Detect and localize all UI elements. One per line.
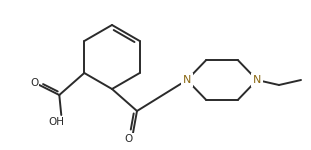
Text: O: O (125, 134, 133, 144)
Text: OH: OH (48, 117, 64, 127)
Text: N: N (183, 75, 191, 85)
Text: N: N (253, 75, 261, 85)
Text: O: O (30, 78, 39, 88)
